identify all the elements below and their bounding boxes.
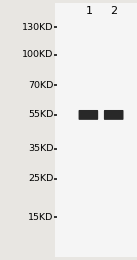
Text: 70KD: 70KD xyxy=(28,81,53,90)
Text: 2: 2 xyxy=(110,6,117,16)
Text: 100KD: 100KD xyxy=(22,50,53,59)
Text: 25KD: 25KD xyxy=(28,174,53,183)
FancyBboxPatch shape xyxy=(104,110,124,120)
Text: 35KD: 35KD xyxy=(28,145,53,153)
FancyBboxPatch shape xyxy=(79,110,98,120)
Text: 15KD: 15KD xyxy=(28,213,53,222)
Text: 130KD: 130KD xyxy=(22,23,53,32)
FancyBboxPatch shape xyxy=(55,3,137,257)
Text: 55KD: 55KD xyxy=(28,110,53,119)
Text: 1: 1 xyxy=(86,6,93,16)
